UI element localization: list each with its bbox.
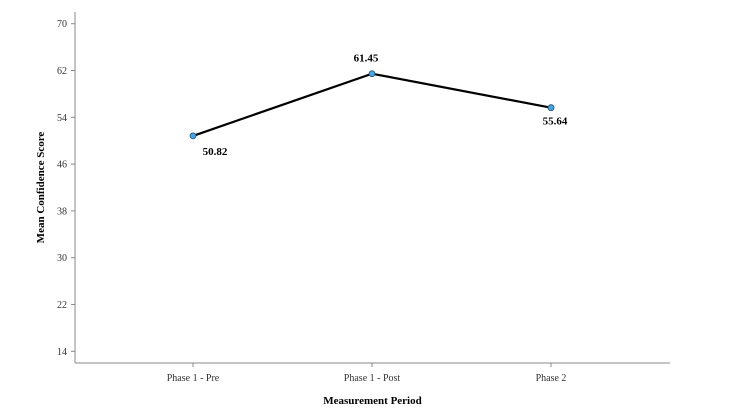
y-axis-title: Mean Confidence Score [35, 132, 47, 244]
data-point [547, 104, 555, 112]
x-axis-ticks: Phase 1 - Pre Phase 1 - Post Phase 2 [167, 363, 567, 384]
data-point [189, 132, 197, 140]
y-tick-label: 14 [57, 347, 67, 358]
y-tick-label: 38 [57, 206, 67, 217]
x-tick-label: Phase 1 - Post [344, 373, 401, 384]
data-labels: 50.82 61.45 55.64 [203, 53, 568, 158]
y-tick-label: 46 [57, 160, 67, 171]
data-label: 61.45 [354, 53, 379, 65]
series-points [189, 70, 555, 140]
y-tick-label: 62 [57, 66, 67, 77]
x-tick-label: Phase 2 [536, 373, 567, 384]
y-tick-label: 54 [57, 113, 67, 124]
x-axis-title: Measurement Period [323, 395, 421, 407]
y-tick-label: 30 [57, 253, 67, 264]
y-tick-label: 22 [57, 300, 67, 311]
data-point [368, 70, 376, 78]
y-axis-ticks: 14 22 30 38 46 54 62 70 [57, 19, 75, 358]
data-label: 50.82 [203, 146, 228, 158]
x-tick-label: Phase 1 - Pre [167, 373, 220, 384]
series-line [192, 72, 552, 137]
data-label: 55.64 [543, 116, 568, 128]
y-tick-label: 70 [57, 19, 67, 30]
